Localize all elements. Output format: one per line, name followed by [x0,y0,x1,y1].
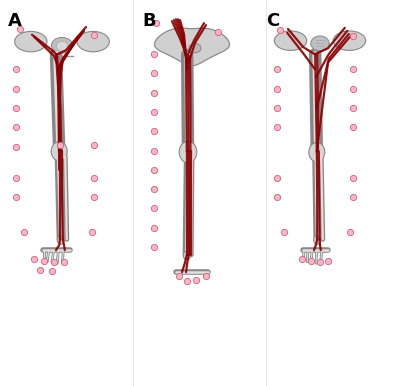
Ellipse shape [56,41,68,51]
Text: B: B [142,12,156,30]
Text: C: C [266,12,279,30]
Ellipse shape [309,142,325,162]
Ellipse shape [57,236,64,244]
Ellipse shape [77,31,109,52]
Polygon shape [154,28,230,66]
Ellipse shape [15,31,47,52]
Text: A: A [8,12,22,30]
Ellipse shape [51,142,67,161]
Ellipse shape [183,251,190,260]
Ellipse shape [189,44,201,53]
Ellipse shape [314,236,321,244]
Ellipse shape [311,36,329,51]
Ellipse shape [52,37,72,53]
Ellipse shape [333,31,366,51]
Ellipse shape [274,31,307,51]
Ellipse shape [179,141,197,163]
